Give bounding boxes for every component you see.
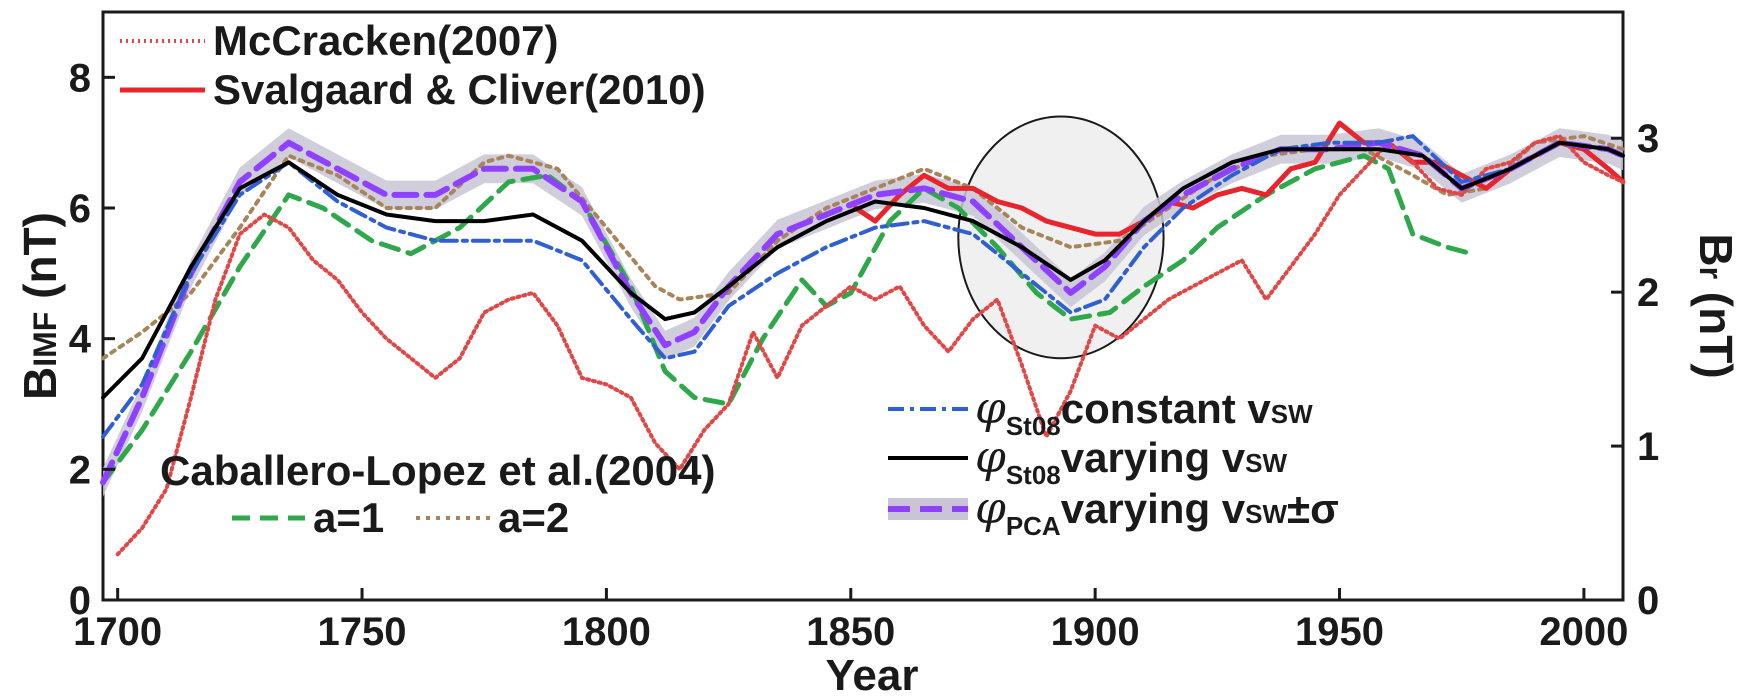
y-right-title-main: B — [1690, 233, 1739, 266]
x-axis: 1700 1750 1800 1850 1900 1950 2000 — [73, 588, 1628, 654]
y-left-tick-label-6: 6 — [69, 187, 91, 231]
legend-label-a1: a=1 — [313, 494, 384, 541]
y-left-tick-label-4: 4 — [69, 318, 92, 362]
legend-label-mccracken: McCracken(2007) — [213, 17, 559, 64]
y-right-tick-label-0: 0 — [1637, 579, 1659, 623]
x-tick-label-1700: 1700 — [73, 610, 162, 654]
plot-frame — [101, 10, 1625, 602]
y-axis-left-title: BIMF (nT) — [14, 212, 66, 400]
y-left-tick-label-2: 2 — [69, 448, 91, 492]
svg-text:Br (nT): Br (nT) — [1690, 233, 1739, 378]
x-tick-label-2000: 2000 — [1539, 610, 1628, 654]
highlight-ellipse — [957, 115, 1165, 360]
y-left-title-unit: (nT) — [14, 212, 66, 312]
legend-label-svalgaard: Svalgaard & Cliver(2010) — [213, 66, 706, 113]
plot-area — [100, 10, 1626, 602]
legend-caballero: Caballero-Lopez et al.(2004) a=1 a=2 — [160, 447, 716, 541]
series-line-phi_st08_const — [101, 134, 1625, 439]
legend-label-phi-pca: φPCAvarying vSW±σ — [975, 483, 1339, 541]
x-tick-label-1950: 1950 — [1295, 610, 1384, 654]
series-band-phi_pca — [103, 128, 1623, 497]
legend-caballero-title: Caballero-Lopez et al.(2004) — [160, 447, 716, 494]
y-left-title-sub: IMF — [27, 312, 63, 367]
legend-label-a2: a=2 — [498, 494, 569, 541]
y-right-title-unit: (nT) — [1690, 279, 1739, 379]
series-line-caballero_a2 — [101, 134, 1625, 361]
series-line-svalgaard — [853, 120, 1626, 237]
y-axis-left: 0 2 4 6 8 — [69, 56, 115, 623]
x-axis-title: Year — [826, 651, 919, 697]
legend-right: φSt08constant vSW φSt08varying vSW φPCAv… — [888, 383, 1339, 541]
series-line-phi_pca — [100, 139, 1626, 486]
x-tick-label-1900: 1900 — [1051, 610, 1140, 654]
y-right-tick-label-1: 1 — [1637, 425, 1659, 469]
series-line-caballero_a1 — [100, 153, 1474, 485]
y-axis-right-title: Br (nT) — [1690, 233, 1739, 378]
x-tick-label-1750: 1750 — [318, 610, 407, 654]
y-left-title-main: B — [14, 367, 66, 400]
legend-label-phi-st08-constant: φSt08constant vSW — [975, 383, 1313, 441]
y-right-tick-label-2: 2 — [1637, 271, 1659, 315]
legend-label-phi-st08-varying: φSt08varying vSW — [975, 432, 1288, 490]
x-tick-label-1800: 1800 — [562, 610, 651, 654]
y-left-tick-label-0: 0 — [69, 579, 91, 623]
y-axis-right: 0 1 2 3 — [1611, 117, 1659, 623]
series-line-phi_st08_varying — [101, 140, 1625, 400]
legend-top: McCracken(2007) Svalgaard & Cliver(2010) — [120, 17, 706, 113]
svg-text:BIMF (nT): BIMF (nT) — [14, 212, 66, 400]
y-right-tick-label-3: 3 — [1637, 117, 1659, 161]
y-left-tick-label-8: 8 — [69, 56, 91, 100]
x-tick-label-1850: 1850 — [806, 610, 895, 654]
y-right-title-sub: r — [1693, 267, 1729, 279]
